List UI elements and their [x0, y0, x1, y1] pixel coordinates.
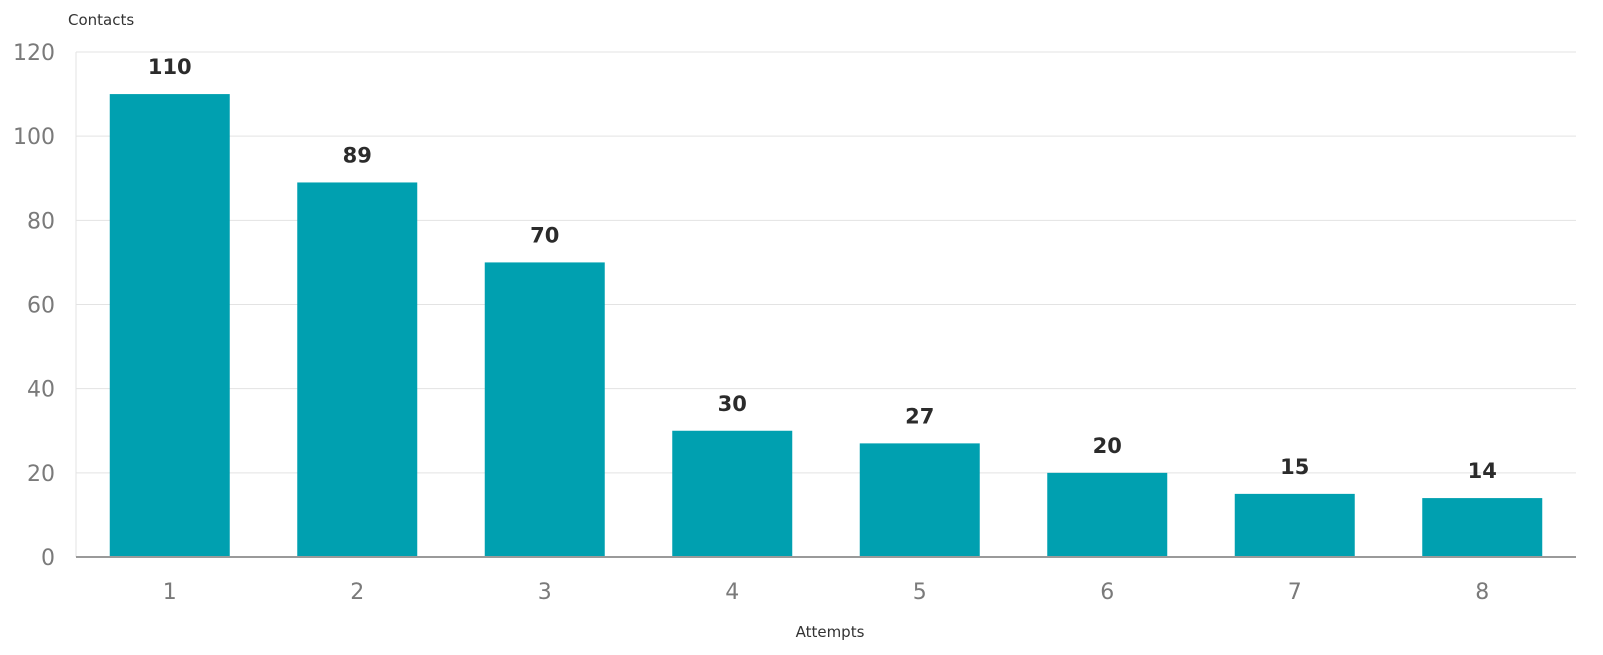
x-tick-label: 7 [1288, 580, 1302, 605]
x-axis-label: Attempts [796, 623, 865, 641]
data-label: 70 [530, 223, 559, 247]
x-tick-label: 1 [163, 580, 177, 605]
data-label: 14 [1468, 459, 1497, 483]
x-tick-label: 4 [725, 580, 739, 605]
y-tick-label: 60 [27, 294, 55, 319]
bar [1234, 493, 1355, 557]
y-tick-label: 20 [27, 462, 55, 487]
data-label: 20 [1093, 434, 1122, 458]
bars [109, 94, 1543, 558]
bar [1422, 498, 1543, 557]
y-axis-label: Contacts [68, 11, 134, 29]
y-tick-label: 40 [27, 378, 55, 403]
bar [109, 94, 230, 557]
y-tick-label: 120 [13, 41, 55, 66]
bar [859, 443, 980, 557]
y-tick-label: 100 [13, 125, 55, 150]
y-tick-label: 0 [41, 546, 55, 571]
x-ticks: 1 2 3 4 5 6 7 8 [76, 556, 1576, 605]
x-tick-label: 6 [1100, 580, 1114, 605]
bar [297, 182, 418, 558]
x-tick-label: 3 [538, 580, 552, 605]
data-label: 89 [343, 143, 372, 167]
data-label: 15 [1280, 455, 1309, 479]
data-label: 27 [905, 404, 934, 428]
data-label: 110 [148, 55, 192, 79]
data-labels: 110 89 70 30 27 20 15 14 [148, 55, 1497, 483]
data-label: 30 [718, 392, 747, 416]
x-tick-label: 8 [1475, 580, 1489, 605]
bar [484, 262, 605, 557]
bar [672, 430, 793, 557]
x-tick-label: 2 [350, 580, 364, 605]
bar [1047, 472, 1168, 557]
y-tick-label: 80 [27, 209, 55, 234]
y-ticks: 0 20 40 60 80 100 120 [13, 41, 55, 571]
x-tick-label: 5 [913, 580, 927, 605]
